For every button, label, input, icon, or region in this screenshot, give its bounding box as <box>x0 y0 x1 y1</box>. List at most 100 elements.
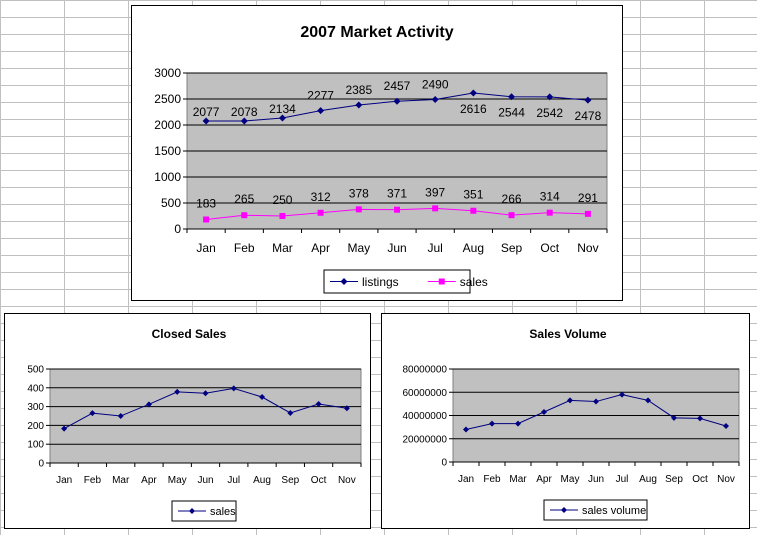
market-x-tick-label: Jun <box>387 241 406 255</box>
market-legend-marker <box>438 278 445 285</box>
market-data-point-sales <box>394 206 400 213</box>
market-data-point-sales <box>432 205 439 212</box>
market-y-tick-label: 500 <box>161 196 181 210</box>
closed-x-tick-label: Feb <box>84 475 102 486</box>
market-data-label: 250 <box>272 193 292 207</box>
market-x-tick-label: Jul <box>428 241 443 255</box>
market-data-point-listings <box>431 96 439 104</box>
volume-data-point-sales-volume <box>697 415 703 422</box>
closed-x-tick-label: Mar <box>112 475 130 486</box>
market-data-label: 2385 <box>345 83 372 97</box>
market-activity-chart-svg: 2007 Market Activity 0 500 1000 1500 2000 2500… <box>154 24 608 294</box>
volume-x-tick-label: Aug <box>639 474 657 485</box>
volume-data-point-sales-volume <box>671 414 677 421</box>
volume-legend-marker <box>561 507 567 513</box>
market-activity-chart[interactable]: 2007 Market Activity 0 500 1000 1500 2000 2500… <box>131 5 623 301</box>
volume-data-point-sales-volume <box>723 422 729 429</box>
volume-y-tick-label: 0 <box>441 458 447 469</box>
closed-data-point-sales <box>117 413 124 419</box>
volume-x-tick-label: Feb <box>483 474 501 485</box>
closed-x-tick-label: Sep <box>281 475 299 486</box>
closed-sales-chart[interactable]: Closed Sales 0 100 200 300 400 500 Jan Feb Mar Apr… <box>4 313 371 529</box>
market-x-tick-label: May <box>347 241 370 255</box>
market-data-point-sales <box>203 216 210 223</box>
closed-x-tick-label: Jun <box>197 475 213 486</box>
sales-volume-chart[interactable]: Sales Volume 0 20000000 40000000 60000000 800… <box>381 313 750 529</box>
closed-plot-area <box>49 368 362 464</box>
market-x-tick-label: Sep <box>501 241 523 255</box>
volume-y-tick-label: 60000000 <box>403 388 448 399</box>
market-x-tick-label: Apr <box>311 241 330 255</box>
market-data-label: 266 <box>502 192 522 206</box>
volume-x-tick-label: Nov <box>717 474 735 485</box>
market-data-point-sales <box>355 206 362 213</box>
closed-x-tick-label: Jan <box>56 475 72 486</box>
closed-data-point-sales <box>259 394 266 401</box>
closed-y-tick-label: 200 <box>27 421 44 432</box>
volume-x-tick-label: Jun <box>588 474 604 485</box>
market-data-point-sales <box>241 212 248 219</box>
closed-data-point-sales <box>174 388 181 395</box>
market-y-tick-label: 1000 <box>154 170 181 184</box>
market-data-point-sales <box>317 209 324 216</box>
market-y-tick-label: 2000 <box>154 118 181 132</box>
market-legend-label: sales <box>460 275 488 289</box>
market-data-point-sales <box>584 210 591 217</box>
market-x-tick-label: Feb <box>234 241 255 255</box>
closed-sales-chart-svg: Closed Sales 0 100 200 300 400 500 Jan Feb Mar Apr… <box>27 327 362 522</box>
market-data-label: 2544 <box>498 106 525 120</box>
market-data-point-sales <box>470 207 477 214</box>
volume-data-point-sales-volume <box>515 420 521 427</box>
volume-data-point-sales-volume <box>619 391 625 398</box>
market-data-point-listings <box>240 117 248 125</box>
volume-y-tick-label: 20000000 <box>403 434 448 445</box>
closed-data-point-sales <box>61 425 68 432</box>
market-data-label: 2078 <box>231 105 258 119</box>
market-legend-label: listings <box>362 275 399 289</box>
market-data-label: 2277 <box>307 89 334 103</box>
volume-y-tick-label: 40000000 <box>403 411 448 422</box>
market-data-label: 183 <box>196 196 216 210</box>
market-y-tick-label: 1500 <box>154 144 181 158</box>
market-x-tick-label: Aug <box>463 241 484 255</box>
market-data-point-listings <box>278 114 286 122</box>
closed-y-tick-label: 300 <box>27 402 44 413</box>
volume-data-point-sales-volume <box>489 420 495 427</box>
closed-y-tick-label: 500 <box>27 365 44 376</box>
volume-legend-label: sales volume <box>582 505 646 517</box>
volume-x-tick-label: Oct <box>692 474 708 485</box>
market-data-label: 314 <box>540 190 560 204</box>
market-data-point-listings <box>393 97 401 105</box>
market-data-label: 291 <box>578 191 598 205</box>
market-data-point-listings <box>469 89 477 97</box>
sales-volume-chart-svg: Sales Volume 0 20000000 40000000 60000000 800… <box>403 327 740 521</box>
volume-x-tick-label: Apr <box>536 474 552 485</box>
market-y-tick-label: 3000 <box>154 66 181 80</box>
market-data-label: 2616 <box>460 102 487 116</box>
market-data-label: 2478 <box>575 109 602 123</box>
volume-x-tick-label: Jan <box>458 474 474 485</box>
closed-x-tick-label: Jul <box>227 475 240 486</box>
closed-data-point-sales <box>315 400 322 407</box>
volume-data-point-sales-volume <box>593 398 599 405</box>
market-data-point-listings <box>202 117 210 125</box>
market-title: 2007 Market Activity <box>300 24 453 41</box>
market-data-label: 2457 <box>384 79 411 93</box>
volume-data-point-sales-volume <box>645 397 651 404</box>
closed-data-point-sales <box>287 409 294 416</box>
volume-data-point-sales-volume <box>541 409 547 416</box>
closed-data-point-sales <box>145 401 152 408</box>
market-x-tick-label: Mar <box>272 241 293 255</box>
market-data-label: 265 <box>234 192 254 206</box>
closed-data-point-sales <box>202 390 209 397</box>
closed-x-tick-label: May <box>168 475 187 486</box>
closed-x-tick-label: Oct <box>311 475 327 486</box>
closed-title: Closed Sales <box>152 327 227 341</box>
volume-data-point-sales-volume <box>463 426 469 433</box>
market-data-point-listings <box>546 93 554 101</box>
market-data-label: 397 <box>425 185 445 199</box>
closed-legend-label: sales <box>210 506 236 518</box>
closed-data-point-sales <box>343 405 350 412</box>
market-data-label: 2490 <box>422 78 449 92</box>
market-data-label: 351 <box>463 188 483 202</box>
